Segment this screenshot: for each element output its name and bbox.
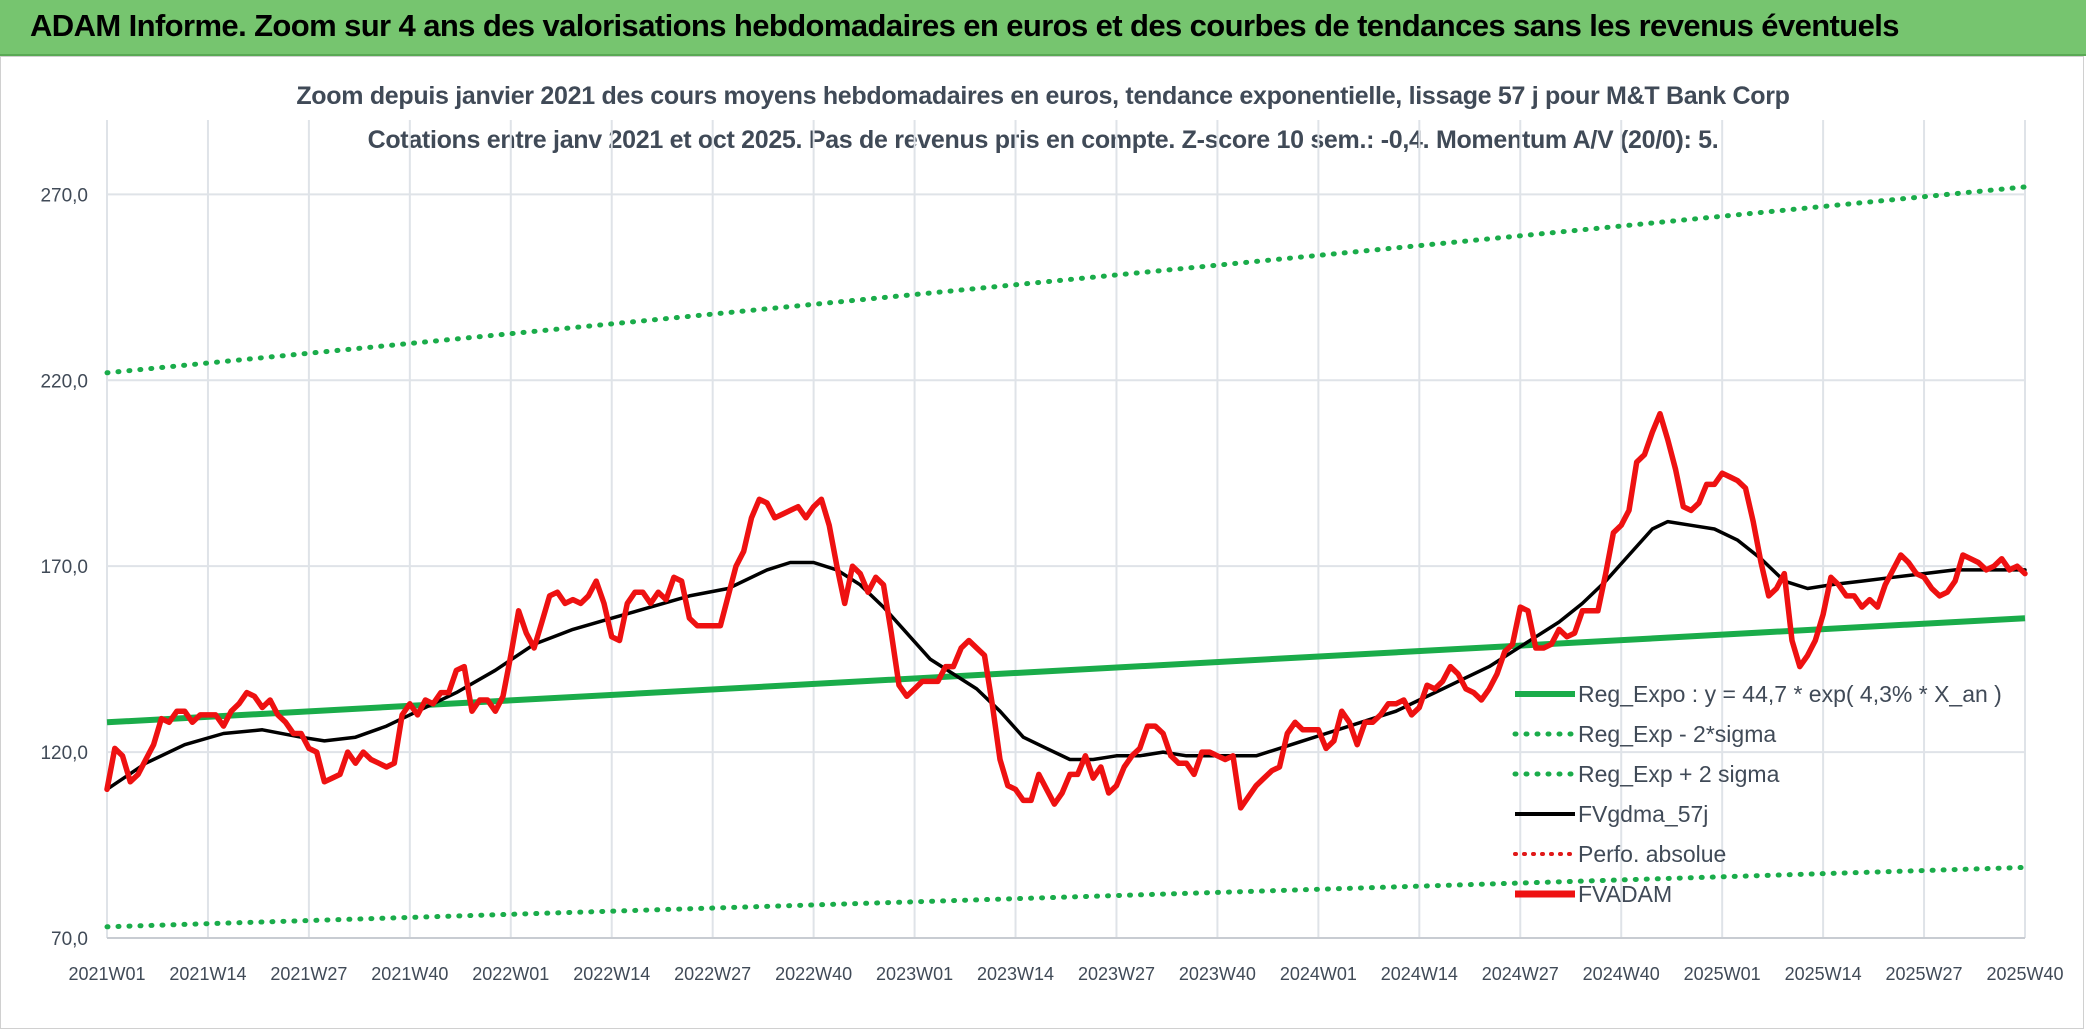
x-tick-label: 2022W40 (775, 964, 852, 984)
x-tick-label: 2021W01 (68, 964, 145, 984)
legend-label: Reg_Exp - 2*sigma (1578, 721, 1776, 747)
x-tick-label: 2023W14 (977, 964, 1054, 984)
report-banner: ADAM Informe. Zoom sur 4 ans des valoris… (0, 0, 2086, 56)
chart-frame (0, 56, 2084, 1029)
legend-label: FVgdma_57j (1578, 801, 1708, 827)
chart-subtitle: Cotations entre janv 2021 et oct 2025. P… (367, 126, 1719, 154)
x-tick-label: 2022W01 (472, 964, 549, 984)
x-tick-label: 2023W27 (1078, 964, 1155, 984)
x-tick-label: 2024W01 (1280, 964, 1357, 984)
x-tick-label: 2023W01 (876, 964, 953, 984)
fvadam-line (104, 410, 2028, 811)
x-tick-label: 2021W40 (371, 964, 448, 984)
x-tick-label: 2021W27 (270, 964, 347, 984)
upper-band-line (104, 184, 2028, 376)
x-tick-label: 2025W27 (1886, 964, 1963, 984)
x-tick-label: 2023W40 (1179, 964, 1256, 984)
x-tick-label: 2021W14 (169, 964, 246, 984)
y-tick-label: 220,0 (40, 371, 88, 392)
legend-label: Perfo. absolue (1578, 841, 1726, 867)
y-tick-label: 120,0 (40, 743, 88, 764)
legend: Reg_Expo : y = 44,7 * exp( 4,3% * X_an )… (1512, 681, 2002, 907)
axes: 70,0 120,0 170,0 220,0 270,0 2021W01 2021W14 20… (40, 185, 2063, 984)
y-tick-label: 270,0 (40, 185, 88, 206)
legend-label: Reg_Exp + 2 sigma (1578, 761, 1780, 787)
x-tick-label: 2025W01 (1684, 964, 1761, 984)
fvgdma-line (105, 519, 2027, 792)
report-banner-title: ADAM Informe. Zoom sur 4 ans des valoris… (30, 8, 1900, 43)
series-group (104, 184, 2028, 930)
x-tick-label: 2022W27 (674, 964, 751, 984)
legend-label: FVADAM (1578, 881, 1672, 907)
legend-label: Reg_Expo : y = 44,7 * exp( 4,3% * X_an ) (1578, 681, 2002, 707)
lower-band-line (104, 864, 2028, 930)
chart-title: Zoom depuis janvier 2021 des cours moyen… (296, 82, 1790, 110)
x-tick-label: 2022W14 (573, 964, 650, 984)
y-tick-label: 170,0 (40, 557, 88, 578)
x-tick-label: 2024W14 (1381, 964, 1458, 984)
grid (106, 120, 2026, 939)
y-tick-label: 70,0 (51, 929, 88, 950)
x-tick-label: 2025W14 (1785, 964, 1862, 984)
x-tick-label: 2024W27 (1482, 964, 1559, 984)
x-tick-label: 2024W40 (1583, 964, 1660, 984)
x-tick-label: 2025W40 (1986, 964, 2063, 984)
